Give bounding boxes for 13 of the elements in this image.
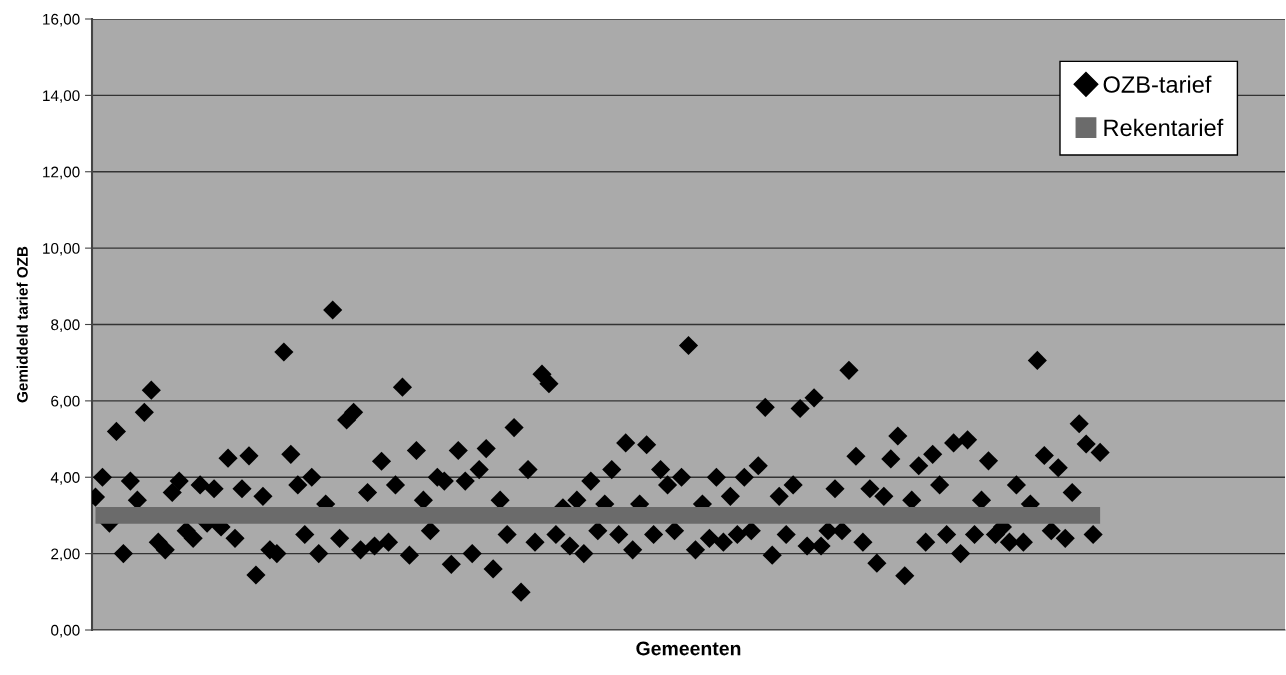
y-tick-label: 4,00 <box>50 472 80 485</box>
y-tick-label: 14,00 <box>43 90 80 103</box>
y-tick-label: 2,00 <box>51 548 80 562</box>
y-tick-label: 8,00 <box>51 319 80 332</box>
legend-label: Rekentarief <box>1104 118 1224 137</box>
x-axis-title: Gemeenten <box>636 641 741 656</box>
y-tick-label: 6,00 <box>51 395 80 409</box>
y-tick-label: 12,00 <box>43 166 80 180</box>
legend-label: OZB-tarief <box>1103 75 1212 93</box>
y-tick-label: 10,00 <box>43 242 80 256</box>
y-tick-label: 16,00 <box>43 13 80 27</box>
y-tick-label: 0,00 <box>51 624 80 638</box>
y-axis-title: Gemiddeld tarief OZB <box>16 246 28 403</box>
